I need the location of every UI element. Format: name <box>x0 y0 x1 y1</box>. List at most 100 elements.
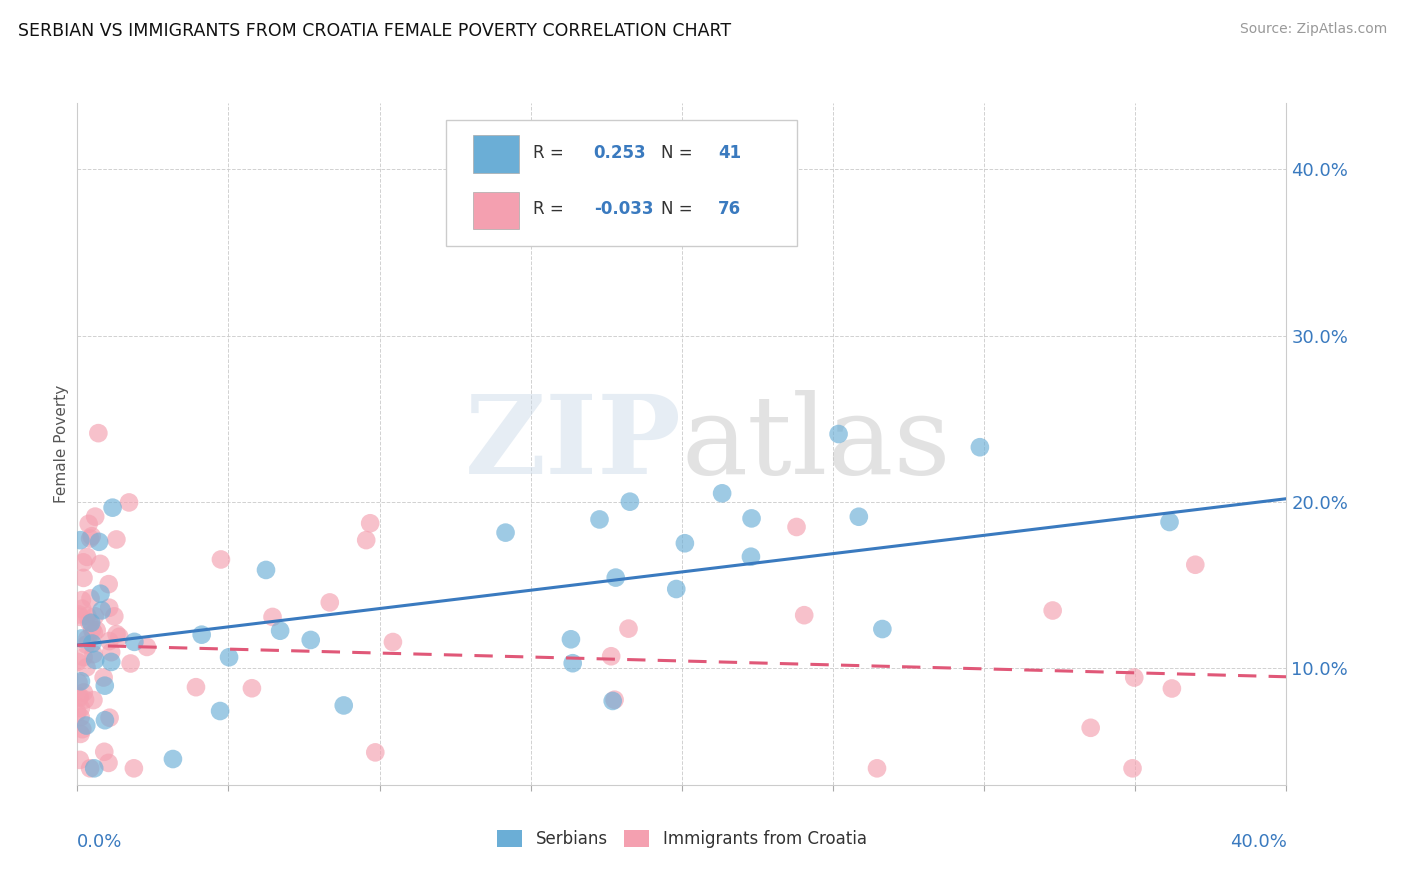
Point <box>100 655 122 669</box>
Point <box>97 577 120 591</box>
Point <box>73 650 96 665</box>
Point <box>98 600 121 615</box>
Text: 76: 76 <box>718 200 741 218</box>
Point <box>84 509 107 524</box>
Point <box>1159 515 1181 529</box>
Point <box>76 549 98 564</box>
Point <box>79 532 101 546</box>
Point <box>673 536 696 550</box>
Legend: Serbians, Immigrants from Croatia: Serbians, Immigrants from Croatia <box>491 823 873 855</box>
Point <box>184 680 207 694</box>
Point <box>124 635 146 649</box>
Point <box>793 608 815 623</box>
Point <box>69 727 91 741</box>
Point <box>93 745 115 759</box>
Point <box>93 671 115 685</box>
Point <box>1160 681 1182 696</box>
Point <box>332 698 354 713</box>
Point <box>1042 603 1064 617</box>
Point <box>83 761 105 775</box>
Text: 0.0%: 0.0% <box>77 833 122 851</box>
Point <box>319 595 342 609</box>
Point <box>87 534 110 549</box>
Point <box>240 681 263 696</box>
Point <box>364 745 387 759</box>
Text: atlas: atlas <box>682 391 952 497</box>
Point <box>75 718 97 732</box>
Point <box>69 533 91 548</box>
Text: 41: 41 <box>718 144 741 161</box>
Point <box>617 622 640 636</box>
Point <box>354 533 377 547</box>
Point <box>73 685 96 699</box>
Point <box>77 516 100 531</box>
Point <box>82 693 104 707</box>
Point <box>72 571 94 585</box>
Point <box>67 607 90 622</box>
Point <box>299 632 322 647</box>
Point <box>600 649 623 664</box>
Point <box>108 630 131 644</box>
Point <box>72 722 94 736</box>
Point <box>209 704 232 718</box>
Text: Source: ZipAtlas.com: Source: ZipAtlas.com <box>1240 22 1388 37</box>
Point <box>190 628 212 642</box>
Text: -0.033: -0.033 <box>593 200 654 218</box>
Point <box>76 608 98 623</box>
Point <box>66 706 89 720</box>
Point <box>262 610 284 624</box>
Point <box>603 692 626 706</box>
Point <box>866 761 889 775</box>
Point <box>79 591 101 606</box>
Point <box>711 486 734 500</box>
Text: N =: N = <box>661 144 699 161</box>
Point <box>76 660 98 674</box>
FancyBboxPatch shape <box>472 136 519 173</box>
Point <box>786 520 808 534</box>
Point <box>827 427 849 442</box>
Point <box>665 582 688 596</box>
Point <box>82 647 104 661</box>
Point <box>70 674 93 689</box>
Point <box>69 710 91 724</box>
Point <box>105 533 128 547</box>
Text: 40.0%: 40.0% <box>1230 833 1286 851</box>
Point <box>872 622 894 636</box>
Point <box>89 587 111 601</box>
Point <box>72 555 94 569</box>
Point <box>70 601 93 615</box>
Point <box>218 650 240 665</box>
Point <box>66 655 89 669</box>
Point <box>848 509 870 524</box>
Y-axis label: Female Poverty: Female Poverty <box>53 384 69 503</box>
Point <box>80 615 103 630</box>
Point <box>80 529 103 543</box>
Point <box>87 426 110 441</box>
Point <box>69 753 91 767</box>
Point <box>120 657 142 671</box>
Point <box>269 624 291 638</box>
Text: 0.253: 0.253 <box>593 144 647 161</box>
Point <box>69 690 91 704</box>
Point <box>741 511 763 525</box>
Point <box>1123 671 1146 685</box>
Point <box>79 761 101 775</box>
Point <box>602 694 624 708</box>
Text: R =: R = <box>533 144 569 161</box>
Text: N =: N = <box>661 200 699 218</box>
Point <box>101 500 124 515</box>
Point <box>495 525 517 540</box>
Point <box>162 752 184 766</box>
Point <box>100 645 122 659</box>
Point <box>560 632 582 647</box>
Point <box>605 571 627 585</box>
Point <box>105 627 128 641</box>
FancyBboxPatch shape <box>472 192 519 229</box>
Point <box>619 494 641 508</box>
Point <box>98 634 121 648</box>
Point <box>118 495 141 509</box>
Text: ZIP: ZIP <box>465 391 682 497</box>
Point <box>79 615 101 630</box>
Point <box>82 636 104 650</box>
Point <box>76 632 98 646</box>
